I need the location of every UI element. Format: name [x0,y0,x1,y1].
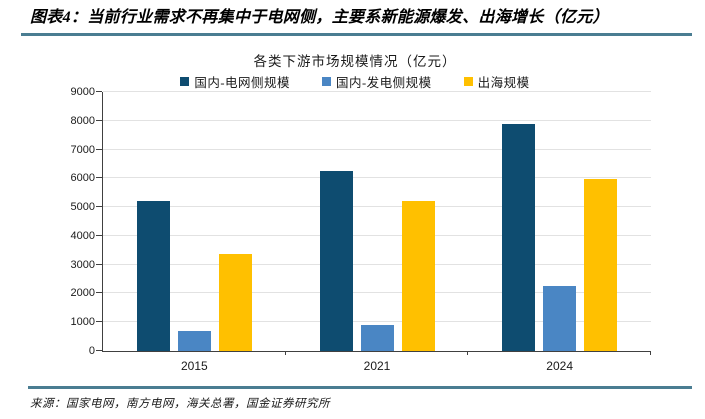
y-axis-label-2000: 2000 [70,287,95,300]
x-axis-tick-1 [284,351,286,355]
x-axis-tick-3 [650,351,651,355]
y-axis-tick-6000 [96,177,102,179]
gridline-4000 [103,234,651,236]
legend-swatch-gen-side [321,77,331,86]
y-axis-tick-0 [96,350,102,351]
gridline-7000 [103,148,651,150]
bar-grid-side-2021 [319,170,353,351]
x-axis-label-2021: 2021 [363,359,391,373]
x-axis-label-2024: 2024 [546,359,574,373]
y-axis-tick-8000 [96,119,102,121]
legend-label-gen-side: 国内-发电侧规模 [335,76,432,90]
y-axis-tick-5000 [96,206,102,208]
legend-swatch-grid-side [180,77,190,86]
y-axis-tick-7000 [96,148,102,150]
gridline-6000 [103,177,651,179]
y-axis-label-1000: 1000 [70,316,95,329]
y-axis-tick-1000 [96,321,102,323]
legend-label-overseas: 出海规模 [477,76,530,90]
gridline-1000 [103,321,651,323]
y-axis-label-5000: 5000 [70,201,95,214]
bar-grid-side-2024 [502,124,536,351]
legend-item-overseas: 出海规模 [463,72,530,91]
y-axis-tick-2000 [96,292,102,294]
figure-title: 图表4：当前行业需求不再集中于电网侧，主要系新能源爆发、出海增长（亿元） [30,9,609,26]
plot-area: 0 1000 2000 3000 4000 5000 6000 7000 8000 9000 201… [71,86,651,373]
gridline-5000 [103,206,651,208]
y-axis-tick-4000 [96,234,102,236]
bar-overseas-2021 [401,201,435,351]
y-axis-label-0: 0 [88,345,95,357]
gridline-8000 [103,119,651,121]
y-axis-label-3000: 3000 [70,258,95,271]
y-axis-tick-3000 [96,263,102,265]
chart-title: 各类下游市场规模情况（亿元） [253,54,457,69]
gridline-3000 [103,263,651,265]
legend-item-gen-side: 国内-发电侧规模 [321,72,432,91]
y-axis-label-8000: 8000 [70,114,95,127]
bar-groups [103,92,651,351]
bar-group-2024 [468,92,651,351]
y-axis-label-6000: 6000 [70,172,95,185]
bar-gen-side-2015 [177,330,211,351]
bar-group-2021 [286,92,469,351]
bar-gen-side-2024 [543,285,577,351]
gridline-9000 [103,91,651,92]
y-axis-label-9000: 9000 [70,86,95,98]
x-axis-tick-2 [467,351,469,355]
bar-overseas-2024 [584,178,618,351]
chart-legend: 国内-电网侧规模 国内-发电侧规模 出海规模 [58,72,652,91]
bar-grid-side-2015 [136,201,170,351]
legend-swatch-overseas [463,77,473,86]
y-axis-tick-9000 [96,91,102,92]
source-note: 来源：国家电网，南方电网，海关总署，国金证券研究所 [30,398,330,410]
footer-rule [28,386,692,389]
x-axis-label-2015: 2015 [180,359,208,373]
bar-gen-side-2021 [360,325,394,351]
y-axis-label-7000: 7000 [70,143,95,156]
legend-item-grid-side: 国内-电网侧规模 [180,72,290,91]
gridline-2000 [103,292,651,294]
bar-overseas-2015 [218,253,252,351]
legend-label-grid-side: 国内-电网侧规模 [194,76,290,90]
title-underline-rule [21,33,692,36]
bar-group-2015 [103,92,286,351]
y-axis-label-4000: 4000 [70,229,95,242]
